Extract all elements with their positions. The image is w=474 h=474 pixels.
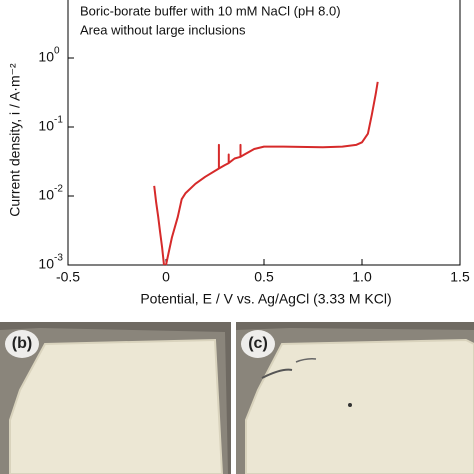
x-axis-label: Potential, E / V vs. Ag/AgCl (3.33 M KCl… xyxy=(140,291,391,307)
curve xyxy=(153,185,165,266)
plot-frame xyxy=(67,0,461,266)
y-tick-label: 10 xyxy=(38,256,54,272)
micrograph-b: (b) xyxy=(0,322,231,474)
curve xyxy=(165,81,379,266)
annotation: Boric-borate buffer with 10 mM NaCl (pH … xyxy=(80,3,341,18)
y-tick-exponent: 0 xyxy=(54,46,60,57)
y-tick-label: 10 xyxy=(38,49,54,65)
panel-label: (b) xyxy=(12,335,32,352)
x-tick-label: 1.5 xyxy=(450,269,470,285)
x-tick-label: -0.5 xyxy=(56,269,80,285)
panel-label: (c) xyxy=(248,335,268,352)
y-tick-label: 10 xyxy=(38,118,54,134)
x-tick-label: 0 xyxy=(162,269,170,285)
y-tick-exponent: -3 xyxy=(54,253,63,264)
annotation: Area without large inclusions xyxy=(80,22,246,37)
y-tick-label: 10 xyxy=(38,187,54,203)
x-tick-label: 0.5 xyxy=(254,269,274,285)
x-tick-label: 1.0 xyxy=(352,269,372,285)
y-tick-exponent: -2 xyxy=(54,184,63,195)
micrograph-c: (c) xyxy=(236,322,474,474)
y-axis-label: Current density, i / A·m⁻² xyxy=(7,63,23,217)
y-tick-exponent: -1 xyxy=(54,115,63,126)
